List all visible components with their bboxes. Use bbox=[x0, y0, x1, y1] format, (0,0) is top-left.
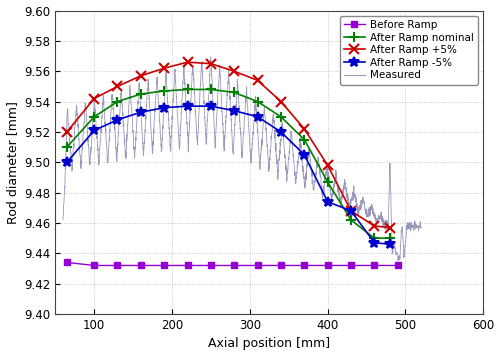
Before Ramp bbox=[302, 263, 308, 268]
Before Ramp bbox=[348, 263, 354, 268]
After Ramp nominal bbox=[278, 115, 284, 119]
After Ramp +5% bbox=[348, 209, 354, 213]
After Ramp +5% bbox=[372, 224, 378, 228]
After Ramp +5% bbox=[64, 130, 70, 134]
After Ramp -5% bbox=[184, 104, 190, 108]
After Ramp +5% bbox=[254, 78, 260, 83]
After Ramp +5% bbox=[387, 225, 393, 230]
After Ramp +5% bbox=[302, 127, 308, 131]
After Ramp -5% bbox=[114, 118, 120, 122]
Before Ramp bbox=[138, 263, 144, 268]
After Ramp -5% bbox=[208, 104, 214, 108]
After Ramp nominal bbox=[161, 89, 167, 93]
After Ramp nominal bbox=[372, 236, 378, 240]
Before Ramp bbox=[278, 263, 284, 268]
Before Ramp bbox=[114, 263, 120, 268]
After Ramp -5% bbox=[372, 241, 378, 245]
After Ramp +5% bbox=[278, 99, 284, 104]
Before Ramp bbox=[208, 263, 214, 268]
After Ramp -5% bbox=[231, 109, 237, 113]
Y-axis label: Rod diameter [mm]: Rod diameter [mm] bbox=[6, 101, 18, 224]
After Ramp +5% bbox=[91, 96, 97, 101]
Line: After Ramp nominal: After Ramp nominal bbox=[62, 85, 395, 243]
After Ramp -5% bbox=[138, 110, 144, 114]
Line: Before Ramp: Before Ramp bbox=[64, 260, 400, 268]
Before Ramp bbox=[372, 263, 378, 268]
Before Ramp bbox=[231, 263, 237, 268]
After Ramp +5% bbox=[161, 66, 167, 70]
After Ramp +5% bbox=[138, 74, 144, 78]
After Ramp nominal bbox=[64, 145, 70, 149]
After Ramp -5% bbox=[348, 209, 354, 213]
After Ramp nominal bbox=[324, 180, 330, 184]
After Ramp -5% bbox=[302, 153, 308, 157]
Line: After Ramp -5%: After Ramp -5% bbox=[62, 101, 395, 249]
After Ramp +5% bbox=[184, 60, 190, 64]
Before Ramp bbox=[91, 263, 97, 268]
After Ramp -5% bbox=[387, 242, 393, 246]
After Ramp nominal bbox=[138, 92, 144, 96]
After Ramp +5% bbox=[114, 84, 120, 89]
After Ramp nominal bbox=[302, 137, 308, 142]
After Ramp nominal bbox=[114, 99, 120, 104]
Legend: Before Ramp, After Ramp nominal, After Ramp +5%, After Ramp -5%, Measured: Before Ramp, After Ramp nominal, After R… bbox=[340, 16, 478, 84]
After Ramp nominal bbox=[254, 99, 260, 104]
After Ramp nominal bbox=[231, 90, 237, 95]
After Ramp nominal bbox=[208, 87, 214, 91]
After Ramp +5% bbox=[231, 69, 237, 73]
After Ramp +5% bbox=[324, 163, 330, 167]
After Ramp -5% bbox=[254, 115, 260, 119]
After Ramp -5% bbox=[64, 160, 70, 164]
Before Ramp bbox=[184, 263, 190, 268]
After Ramp -5% bbox=[278, 130, 284, 134]
Before Ramp bbox=[64, 260, 70, 265]
Before Ramp bbox=[254, 263, 260, 268]
After Ramp +5% bbox=[208, 62, 214, 66]
After Ramp -5% bbox=[91, 128, 97, 132]
After Ramp -5% bbox=[324, 200, 330, 204]
Before Ramp bbox=[324, 263, 330, 268]
After Ramp -5% bbox=[161, 105, 167, 110]
After Ramp nominal bbox=[91, 115, 97, 119]
After Ramp nominal bbox=[184, 87, 190, 91]
Before Ramp bbox=[394, 263, 400, 268]
Before Ramp bbox=[161, 263, 167, 268]
Line: After Ramp +5%: After Ramp +5% bbox=[62, 57, 395, 232]
X-axis label: Axial position [mm]: Axial position [mm] bbox=[208, 337, 330, 350]
After Ramp nominal bbox=[387, 236, 393, 240]
After Ramp nominal bbox=[348, 218, 354, 222]
